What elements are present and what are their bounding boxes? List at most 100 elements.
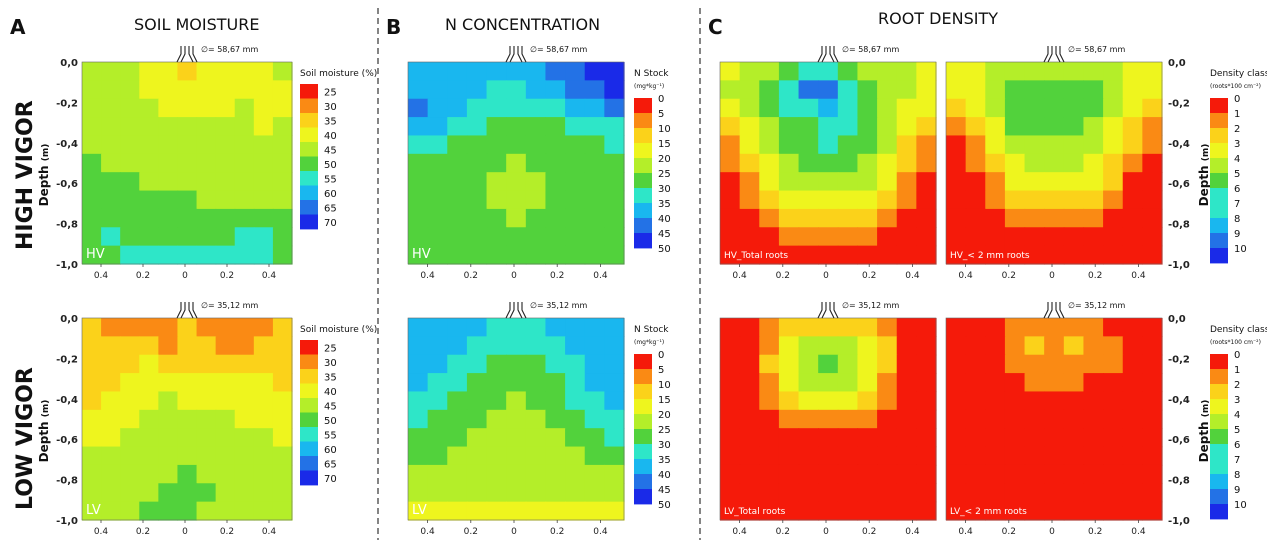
y-tick-label: -1,0 xyxy=(56,516,78,527)
heatmap-cell xyxy=(506,98,527,118)
heatmap-cell xyxy=(234,227,255,247)
legend-title: Density class xyxy=(1210,325,1267,335)
heatmap-cell xyxy=(1142,483,1163,503)
heatmap-cell xyxy=(139,318,159,337)
heatmap-cell xyxy=(1122,227,1143,247)
heatmap-cell xyxy=(545,117,566,137)
heatmap-cell xyxy=(1024,190,1045,210)
heatmap-cell xyxy=(916,62,937,81)
heatmap-cell xyxy=(985,391,1006,411)
legend-swatch xyxy=(1210,444,1228,460)
heatmap-cell xyxy=(896,409,917,429)
x-tick-label: 0 xyxy=(511,527,517,537)
heatmap-cell xyxy=(1044,373,1065,393)
heatmap-cell xyxy=(1004,135,1026,155)
heatmap-cell xyxy=(565,153,586,173)
heatmap-cell xyxy=(253,428,274,448)
x-tick-label: 0.2 xyxy=(464,527,478,537)
heatmap-cell xyxy=(916,391,937,411)
x-tick-label: 0.4 xyxy=(262,271,277,281)
heatmap-cell xyxy=(525,501,547,521)
heatmap-cell xyxy=(739,446,760,466)
x-tick-label: 0.2 xyxy=(464,271,478,281)
heatmap-cell xyxy=(778,464,800,484)
x-tick-label: 0.4 xyxy=(262,527,277,537)
heatmap-cell xyxy=(234,245,255,265)
heatmap-cell xyxy=(1044,80,1065,100)
heatmap-cell xyxy=(101,501,121,521)
heatmap-cell xyxy=(565,245,586,265)
heatmap-cell xyxy=(739,153,760,173)
heatmap-cell xyxy=(1063,153,1085,173)
heatmap-cell xyxy=(1103,245,1124,265)
legend-label: 9 xyxy=(1234,485,1240,496)
heatmap-cell xyxy=(1004,373,1026,393)
heatmap-cell xyxy=(1083,373,1104,393)
legend-label: 70 xyxy=(324,474,337,485)
legend-label: 65 xyxy=(324,459,337,470)
heatmap-cell xyxy=(604,409,625,429)
heatmap-cell xyxy=(486,464,507,484)
heatmap-cell xyxy=(916,190,937,210)
heatmap-cell xyxy=(101,336,121,356)
heatmap-cell xyxy=(1142,172,1163,192)
heatmap-cell xyxy=(916,464,937,484)
panel-tag: LV xyxy=(412,503,427,518)
heatmap-cell xyxy=(545,354,566,374)
heatmap-cell xyxy=(1083,190,1104,210)
heatmap-cell xyxy=(120,208,140,228)
heatmap-cell xyxy=(486,391,507,411)
heatmap-cell xyxy=(739,391,760,411)
heatmap-cell xyxy=(798,135,819,155)
heatmap-cell xyxy=(877,135,898,155)
panel-frame xyxy=(719,61,937,265)
heatmap-cell xyxy=(1024,354,1045,374)
heatmap-cell xyxy=(1063,354,1085,374)
heatmap-cell xyxy=(739,483,760,503)
heatmap-cell xyxy=(1044,428,1065,448)
heatmap-cell xyxy=(565,446,586,466)
y-tick-label: -0,2 xyxy=(1168,354,1190,365)
heatmap-cell xyxy=(584,245,605,265)
heatmap-cell xyxy=(1122,501,1143,521)
heatmap-cell xyxy=(447,227,468,247)
heatmap-cell xyxy=(158,190,179,210)
heatmap-cell xyxy=(1004,391,1026,411)
heatmap-cell xyxy=(466,62,488,81)
heatmap-cell xyxy=(1083,98,1104,118)
heatmap-cell xyxy=(1044,483,1065,503)
legend-swatch xyxy=(1210,489,1228,505)
heatmap-cell xyxy=(857,464,878,484)
heatmap-cell xyxy=(916,409,937,429)
heatmap-cell xyxy=(427,190,448,210)
heatmap-cell xyxy=(1083,80,1104,100)
heatmap-cell xyxy=(565,117,586,137)
heatmap-cell xyxy=(1063,409,1085,429)
heatmap-cell xyxy=(1103,227,1124,247)
heatmap-cell xyxy=(1103,135,1124,155)
heatmap-cell xyxy=(427,336,448,356)
legend-label: 60 xyxy=(324,445,337,456)
heatmap-cell xyxy=(759,501,780,521)
heatmap-cell xyxy=(1103,483,1124,503)
heatmap-cell xyxy=(215,446,236,466)
heatmap-cell xyxy=(101,245,121,265)
heatmap-cell xyxy=(985,208,1006,228)
heatmap-cell xyxy=(877,318,898,337)
heatmap-cell xyxy=(82,354,102,374)
heatmap-cell xyxy=(1063,62,1085,81)
heatmap-cell xyxy=(1122,98,1143,118)
heatmap-cell xyxy=(759,318,780,337)
trunk-diameter-label: ∅= 35,12 mm xyxy=(530,301,587,310)
heatmap-cell xyxy=(798,117,819,137)
heatmap-cell xyxy=(545,409,566,429)
heatmap-cell xyxy=(857,98,878,118)
y-tick-label: 0,0 xyxy=(1168,314,1186,325)
heatmap-cell xyxy=(215,227,236,247)
heatmap-cell xyxy=(272,373,293,393)
heatmap-cell xyxy=(545,428,566,448)
heatmap-cell xyxy=(584,190,605,210)
x-tick-label: 0.4 xyxy=(905,527,920,537)
heatmap-cell xyxy=(525,336,547,356)
heatmap-cell xyxy=(1142,227,1163,247)
